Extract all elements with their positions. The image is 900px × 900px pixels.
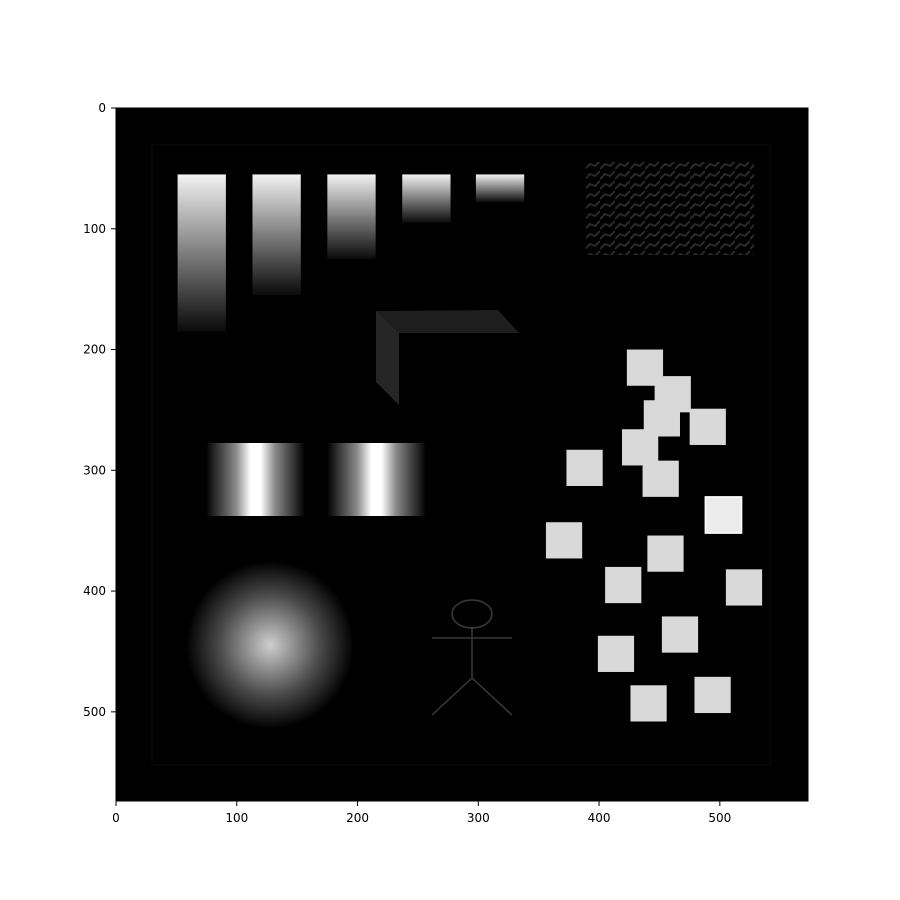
square <box>725 569 763 606</box>
y-tick-label: 400 <box>83 584 106 598</box>
gradient-bar <box>177 174 226 332</box>
square <box>647 535 684 572</box>
square <box>545 522 583 559</box>
y-tick-label: 100 <box>83 222 106 236</box>
x-axis: 0 100 200 300 400 500 <box>112 801 731 825</box>
gradient-bar <box>252 174 301 296</box>
square <box>661 616 699 653</box>
y-tick-label: 200 <box>83 343 106 357</box>
radial-blob <box>186 561 354 729</box>
square <box>630 685 667 722</box>
x-tick-label: 0 <box>112 811 120 825</box>
x-tick-label: 300 <box>467 811 490 825</box>
gradient-bar <box>402 174 451 223</box>
y-tick-label: 500 <box>83 705 106 719</box>
x-tick-label: 500 <box>708 811 731 825</box>
square <box>694 676 731 714</box>
scattered-squares <box>545 349 763 722</box>
square <box>642 460 679 497</box>
striped-band-right <box>328 443 425 516</box>
square <box>605 566 642 604</box>
x-tick-label: 100 <box>225 811 248 825</box>
image-axes <box>115 107 809 802</box>
x-tick-label: 200 <box>346 811 369 825</box>
gradient-bar <box>475 174 525 203</box>
gradient-bar <box>327 174 376 259</box>
axes-frame <box>115 107 809 802</box>
y-axis: 0 100 200 300 400 500 <box>83 101 116 719</box>
y-tick-label: 300 <box>83 463 106 477</box>
hatched-texture <box>586 162 754 255</box>
square <box>622 429 659 466</box>
y-tick-label: 0 <box>98 101 106 115</box>
square <box>689 408 726 445</box>
x-tick-label: 400 <box>588 811 611 825</box>
square <box>704 496 743 534</box>
stick-figure <box>431 599 513 716</box>
square <box>566 449 603 487</box>
bracket-shape <box>376 310 519 405</box>
striped-band-left <box>207 443 304 516</box>
square <box>597 635 635 672</box>
inner-frame <box>151 144 771 766</box>
gradient-bars <box>177 174 525 332</box>
